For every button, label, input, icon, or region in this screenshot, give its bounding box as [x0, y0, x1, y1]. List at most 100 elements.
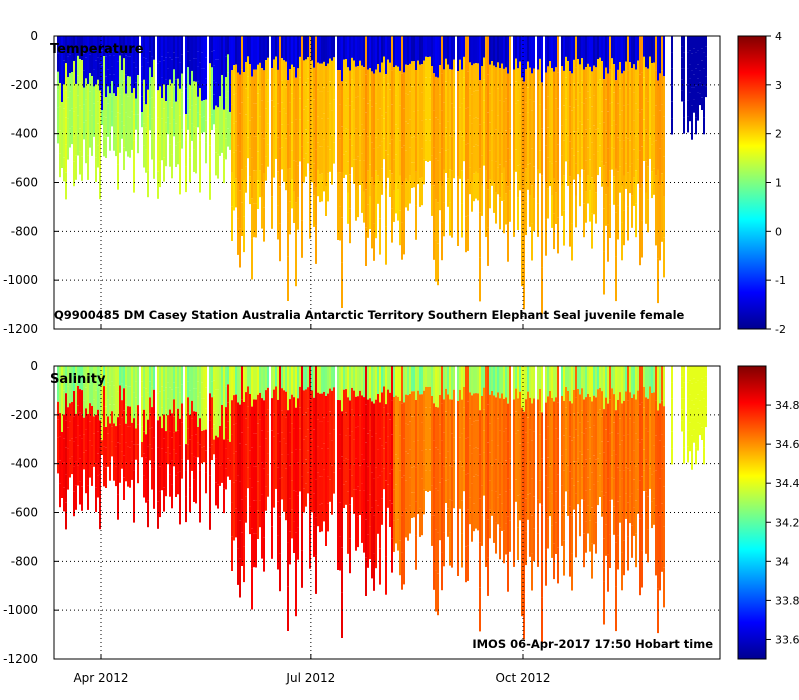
heatmap-cell	[521, 532, 523, 575]
heatmap-cell	[133, 88, 135, 115]
heatmap-cell	[143, 123, 145, 146]
heatmap-cell	[505, 193, 507, 225]
heatmap-cell	[191, 435, 193, 454]
heatmap-cell	[471, 65, 473, 95]
heatmap-cell	[135, 412, 137, 429]
heatmap-cell	[435, 366, 437, 407]
heatmap-cell	[225, 118, 227, 139]
heatmap-cell	[603, 208, 605, 252]
heatmap-cell	[549, 366, 551, 391]
heatmap-cell	[161, 407, 163, 429]
heatmap-cell	[691, 70, 693, 88]
heatmap-cell	[555, 98, 557, 130]
heatmap-cell	[471, 182, 473, 212]
heatmap-cell	[127, 386, 129, 407]
heatmap-cell	[239, 558, 241, 598]
heatmap-cell	[391, 503, 393, 539]
heatmap-cell	[163, 366, 165, 391]
heatmap-cell	[695, 101, 697, 118]
heatmap-cell	[237, 402, 239, 439]
heatmap-cell	[167, 431, 169, 448]
heatmap-cell	[179, 141, 181, 168]
heatmap-cell	[485, 203, 487, 237]
heatmap-cell	[631, 195, 633, 228]
heatmap-cell	[565, 366, 567, 387]
heatmap-cell	[533, 431, 535, 464]
heatmap-cell	[651, 393, 653, 420]
heatmap-cell	[143, 475, 145, 498]
heatmap-cell	[227, 421, 229, 440]
heatmap-cell	[611, 366, 613, 389]
heatmap-cell	[169, 144, 171, 167]
heatmap-cell	[177, 121, 179, 143]
heatmap-cell	[275, 386, 277, 407]
heatmap-cell	[387, 130, 389, 155]
heatmap-cell	[157, 36, 159, 64]
heatmap-cell	[129, 426, 131, 448]
heatmap-cell	[515, 456, 517, 480]
heatmap-cell	[481, 485, 483, 516]
heatmap-cell	[633, 36, 635, 65]
heatmap-cell	[123, 410, 125, 433]
heatmap-cell	[81, 36, 83, 61]
heatmap-cell	[623, 505, 625, 541]
heatmap-cell	[393, 128, 395, 160]
heatmap-cell	[167, 447, 169, 465]
heatmap-cell	[315, 555, 317, 594]
heatmap-cell	[325, 36, 327, 66]
heatmap-cell	[79, 105, 81, 129]
heatmap-cell	[257, 64, 259, 94]
heatmap-cell	[479, 124, 481, 169]
heatmap-cell	[703, 382, 705, 399]
heatmap-cell	[217, 154, 219, 179]
heatmap-cell	[643, 119, 645, 141]
heatmap-cell	[237, 475, 239, 512]
heatmap-cell	[201, 382, 203, 399]
heatmap-cell	[357, 156, 359, 187]
heatmap-cell	[141, 381, 143, 397]
heatmap-cell	[303, 133, 305, 159]
heatmap-cell	[83, 36, 85, 54]
heatmap-cell	[355, 366, 357, 397]
heatmap-cell	[251, 76, 253, 118]
heatmap-cell	[613, 422, 615, 451]
heatmap-cell	[73, 466, 75, 492]
heatmap-cell	[689, 380, 691, 395]
heatmap-cell	[75, 36, 77, 60]
heatmap-cell	[379, 108, 381, 146]
heatmap-cell	[323, 366, 325, 392]
heatmap-cell	[657, 80, 659, 125]
heatmap-cell	[297, 527, 299, 560]
heatmap-cell	[633, 450, 635, 480]
heatmap-cell	[185, 366, 187, 392]
heatmap-cell	[545, 36, 547, 73]
heatmap-cell	[493, 513, 495, 543]
heatmap-cell	[567, 61, 569, 86]
heatmap-cell	[657, 410, 659, 455]
heatmap-cell	[181, 73, 183, 93]
heatmap-cell	[117, 468, 119, 495]
heatmap-cell	[99, 117, 101, 145]
heatmap-cell	[659, 366, 661, 404]
heatmap-cell	[697, 106, 699, 121]
heatmap-cell	[485, 170, 487, 204]
heatmap-cell	[385, 112, 387, 151]
heatmap-cell	[425, 140, 427, 161]
heatmap-cell	[633, 149, 635, 178]
heatmap-cell	[623, 435, 625, 471]
heatmap-cell	[497, 141, 499, 168]
heatmap-cell	[621, 185, 623, 223]
heatmap-cell	[85, 99, 87, 121]
heatmap-cell	[417, 159, 419, 185]
heatmap-cell	[393, 190, 395, 222]
heatmap-cell	[61, 102, 63, 124]
heatmap-cell	[325, 486, 327, 516]
heatmap-cell	[579, 479, 581, 508]
heatmap-cell	[405, 366, 407, 395]
heatmap-cell	[213, 424, 215, 440]
heatmap-cell	[259, 446, 261, 474]
heatmap-cell	[595, 459, 597, 492]
heatmap-cell	[461, 466, 463, 501]
heatmap-cell	[549, 491, 551, 517]
heatmap-cell	[691, 122, 693, 140]
